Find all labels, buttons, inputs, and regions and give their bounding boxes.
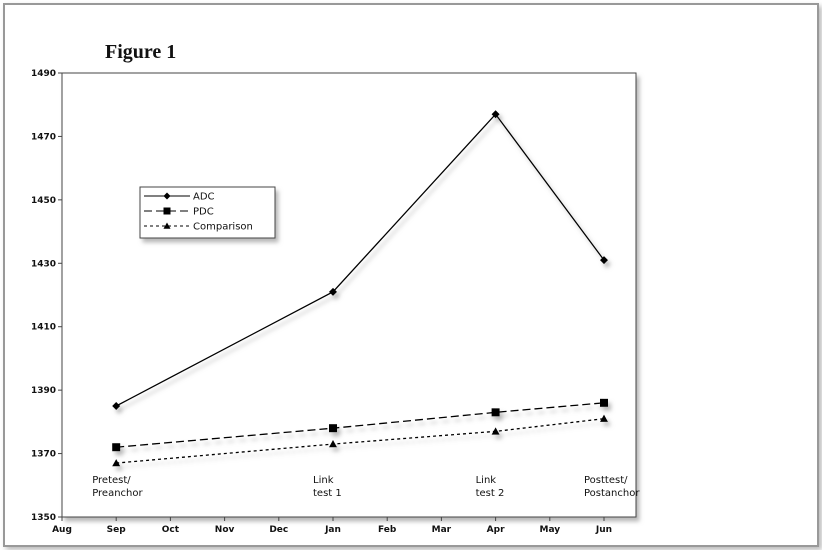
marker [112, 402, 121, 410]
marker [600, 414, 608, 422]
annotation: test 1 [313, 488, 342, 499]
marker [600, 256, 608, 265]
marker [329, 440, 337, 448]
annotation: Preanchor [92, 488, 143, 499]
x-tick-label: Aug [52, 525, 72, 535]
annotation: Link [313, 475, 334, 486]
legend-label: ADC [193, 192, 215, 203]
marker [329, 287, 337, 296]
line [116, 402, 605, 448]
y-tick-label: 1350 [31, 513, 56, 523]
x-tick-label: May [539, 525, 560, 535]
legend-label: PDC [193, 207, 214, 218]
x-tick-label: Jun [595, 525, 612, 535]
marker [491, 427, 500, 435]
y-tick-label: 1470 [31, 132, 56, 142]
x-tick-label: Nov [215, 525, 235, 535]
marker [491, 408, 500, 417]
marker [600, 398, 608, 407]
legend: ADC PDC Comparison [139, 186, 276, 239]
x-tick-label: Sep [107, 525, 127, 535]
marker [163, 207, 171, 215]
x-tick-label: Feb [378, 525, 397, 535]
chart-title: Figure 1 [105, 41, 176, 63]
y-tick-label: 1450 [31, 196, 56, 206]
x-tick-label: Apr [487, 525, 505, 535]
y-tick-label: 1430 [31, 259, 56, 269]
line [115, 113, 605, 407]
series [112, 110, 608, 410]
marker [163, 192, 171, 200]
annotation: Postanchor [584, 488, 640, 499]
legend-label: Comparison [193, 222, 253, 233]
plot-area [61, 72, 637, 518]
x-tick-label: Dec [269, 525, 288, 535]
annotation: test 2 [476, 488, 505, 499]
y-tick-label: 1410 [31, 323, 56, 333]
x-tick-label: Mar [432, 525, 452, 535]
marker [163, 222, 171, 229]
annotation: Link [476, 475, 497, 486]
y-tick-label: 1370 [31, 450, 56, 460]
marker [112, 459, 121, 467]
line [116, 418, 605, 464]
annotation: Posttest/ [584, 475, 628, 486]
marker [329, 424, 337, 433]
annotation: Pretest/ [92, 475, 131, 486]
series [112, 398, 608, 452]
series [112, 414, 608, 467]
y-tick-label: 1490 [31, 69, 56, 79]
x-tick-label: Jan [324, 525, 341, 535]
marker [491, 110, 500, 119]
y-tick-label: 1390 [31, 386, 56, 396]
marker [112, 443, 121, 452]
x-tick-label: Oct [162, 525, 180, 535]
